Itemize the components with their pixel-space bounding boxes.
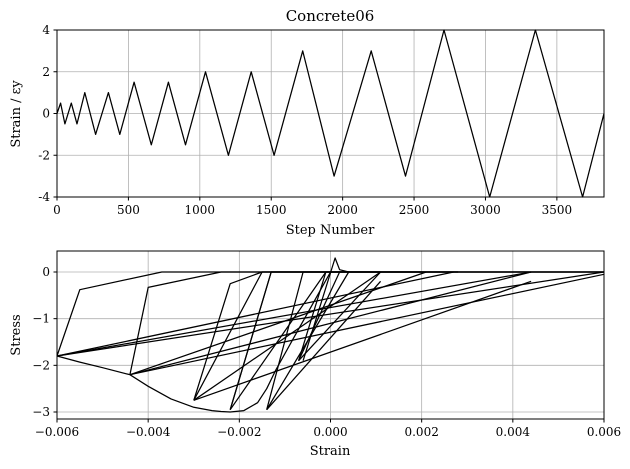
x-tick-label: 500 (117, 203, 140, 217)
y-tick-label: 2 (42, 65, 50, 79)
y-tick-label: −1 (32, 312, 50, 326)
y-tick-label: −3 (32, 405, 50, 419)
x-axis-label: Step Number (286, 223, 375, 238)
x-tick-label: −0.006 (35, 425, 79, 439)
x-tick-label: 0.004 (496, 425, 531, 439)
x-tick-label: 0.006 (587, 425, 621, 439)
x-tick-label: 0 (53, 203, 61, 217)
series-line (129, 271, 532, 376)
series-line (266, 280, 382, 411)
y-tick-label: -2 (38, 148, 50, 162)
chart-title: Concrete06 (286, 7, 375, 25)
x-tick-label: 3000 (470, 203, 501, 217)
series-line (129, 273, 605, 376)
x-axis-label: Strain (310, 444, 351, 459)
series-line (56, 29, 605, 198)
series-line (56, 271, 532, 357)
y-tick-label: -4 (38, 190, 50, 204)
y-tick-label: −2 (32, 358, 50, 372)
y-tick-label: 0 (42, 107, 50, 121)
x-tick-label: −0.002 (217, 425, 261, 439)
x-tick-label: 3500 (542, 203, 573, 217)
series-line (266, 271, 459, 410)
series-line (298, 271, 341, 361)
series-line (129, 271, 427, 376)
x-tick-label: 2500 (399, 203, 430, 217)
series-line (193, 271, 381, 401)
x-tick-label: 0.000 (313, 425, 347, 439)
series-line (56, 271, 605, 357)
series-line (56, 271, 332, 413)
stress-strain-panel: −0.006 −0.004 −0.002 0.000 0.002 0.004 0.006 −3… (9, 250, 621, 459)
x-tick-label: 0.002 (404, 425, 438, 439)
x-tick-label: 2000 (327, 203, 358, 217)
series-line (302, 257, 349, 361)
strain-history-panel: Concrete06 0 500 1000 1500 2000 2500 3000 3500 -… (9, 7, 605, 238)
y-axis-label: Stress (9, 314, 24, 355)
y-tick-label: 4 (42, 23, 50, 37)
series-line (193, 271, 604, 401)
y-tick-label: 0 (42, 265, 50, 279)
series-line (298, 271, 382, 362)
x-tick-label: 1500 (256, 203, 287, 217)
y-axis-label: Strain / εy (9, 80, 24, 148)
series-line (193, 280, 532, 401)
x-tick-label: −0.004 (126, 425, 171, 439)
x-tick-label: 1000 (185, 203, 216, 217)
series-line (298, 271, 327, 361)
